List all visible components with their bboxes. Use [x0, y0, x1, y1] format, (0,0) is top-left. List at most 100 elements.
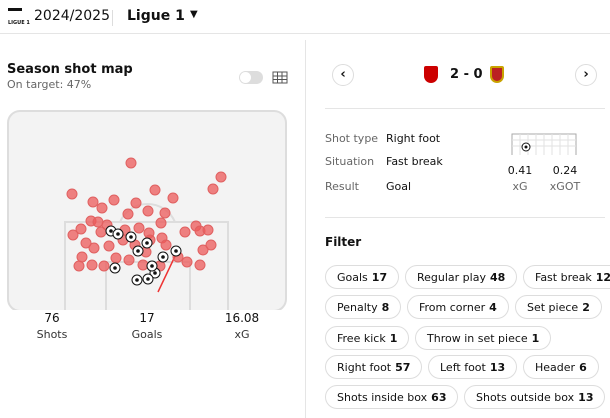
chip-label: Goals: [337, 271, 368, 284]
chip-count: 13: [578, 391, 594, 404]
shot: [167, 192, 179, 204]
shot: [67, 229, 79, 241]
shot: [130, 197, 142, 209]
away-logo: [490, 66, 504, 83]
chip-label: Left foot: [440, 361, 486, 374]
ball-icon: [109, 229, 113, 233]
shot: [66, 188, 78, 200]
shot: [76, 251, 88, 263]
league[interactable]: Ligue 1: [127, 8, 185, 24]
prev-button[interactable]: ‹: [332, 64, 354, 86]
detail-label: Shot type: [325, 132, 379, 145]
shot: [98, 260, 110, 272]
filter-chip[interactable]: Penalty 8: [325, 295, 402, 319]
filter-chip[interactable]: Goals 17: [325, 265, 400, 289]
shot: [95, 226, 107, 238]
metric-label: xGOT: [549, 180, 581, 193]
toggle[interactable]: [239, 71, 263, 84]
season[interactable]: 2024/2025: [34, 8, 110, 24]
filter-chip[interactable]: Set piece 2: [515, 295, 602, 319]
ball-icon: [129, 235, 133, 239]
filter-chip[interactable]: Shots inside box 63: [325, 385, 459, 409]
next-button[interactable]: ›: [575, 64, 597, 86]
shot: [160, 239, 172, 251]
ball-icon: [153, 271, 157, 275]
shot-map: [7, 110, 287, 310]
filter-chip[interactable]: Throw in set piece 1: [415, 326, 552, 350]
shot: [194, 259, 206, 271]
filter-title: Filter: [325, 235, 362, 249]
chip-count: 63: [431, 391, 447, 404]
filter-chip[interactable]: Fast break 12: [523, 265, 610, 289]
filter-chip[interactable]: From corner 4: [407, 295, 509, 319]
shot: [159, 207, 171, 219]
stat-value: 76: [44, 311, 60, 325]
ball-icon: [135, 278, 139, 282]
shot: [87, 196, 99, 208]
shot: [137, 259, 149, 271]
ball-icon: [161, 255, 165, 259]
chip-count: 2: [582, 301, 590, 314]
chip-count: 6: [579, 361, 587, 374]
shot: [123, 254, 135, 266]
shot: [197, 244, 209, 256]
shot: [75, 223, 87, 235]
shot: [125, 157, 137, 169]
shot: [92, 216, 104, 228]
stat-label: xG: [234, 328, 250, 341]
chip-count: 4: [489, 301, 497, 314]
chip-label: Header: [535, 361, 576, 374]
ball-icon: [113, 266, 117, 270]
shot: [207, 183, 219, 195]
filter-chip[interactable]: Right foot 57: [325, 355, 423, 379]
filter-chip[interactable]: Free kick 1: [325, 326, 410, 350]
shot: [88, 242, 100, 254]
metric-value: 0.24: [552, 164, 578, 177]
dropdown-icon[interactable]: ▼: [190, 9, 198, 20]
detail-value: Goal: [386, 180, 412, 193]
chip-count: 17: [371, 271, 388, 284]
chip-label: Right foot: [337, 361, 392, 374]
grid-icon[interactable]: [272, 71, 288, 84]
stat-label: Goals: [131, 328, 163, 341]
shot-map-title: Season shot map: [7, 62, 133, 77]
filter-chip[interactable]: Left foot 13: [428, 355, 518, 379]
filter-chip[interactable]: Shots outside box 13: [464, 385, 606, 409]
chip-label: Shots outside box: [476, 391, 575, 404]
filter-chip[interactable]: Header 6: [523, 355, 599, 379]
shot: [205, 239, 217, 251]
ball-icon: [174, 249, 178, 253]
shot: [149, 184, 161, 196]
chip-count: 48: [489, 271, 506, 284]
detail-label: Result: [325, 180, 359, 193]
stat-label: Shots: [36, 328, 68, 341]
ball-icon: [116, 232, 120, 236]
filter-chip[interactable]: Regular play 48: [405, 265, 518, 289]
detail-value: Fast break: [386, 155, 443, 168]
shot: [179, 226, 191, 238]
chip-count: 12: [595, 271, 610, 284]
ball-icon: [136, 249, 140, 253]
stat-value: 17: [139, 311, 155, 325]
chip-label: Regular play: [417, 271, 486, 284]
chip-count: 1: [389, 332, 398, 345]
shot: [73, 260, 85, 272]
chip-count: 57: [395, 361, 411, 374]
chip-label: Shots inside box: [337, 391, 428, 404]
league-logo: LIGUE 1: [8, 8, 30, 26]
shot: [86, 259, 98, 271]
ball-icon: [146, 277, 150, 281]
detail-label: Situation: [325, 155, 375, 168]
shot: [96, 202, 108, 214]
chip-count: 13: [489, 361, 506, 374]
stat-value: 16.08: [224, 311, 260, 325]
ball-icon: [150, 264, 154, 268]
goal-diagram: [511, 133, 577, 155]
chip-label: Set piece: [527, 301, 579, 314]
chip-count: 8: [381, 301, 390, 314]
chip-label: Penalty: [337, 301, 378, 314]
shot: [155, 217, 167, 229]
header-rule: [0, 33, 610, 34]
home-logo: [424, 66, 438, 83]
rule: [325, 217, 605, 218]
